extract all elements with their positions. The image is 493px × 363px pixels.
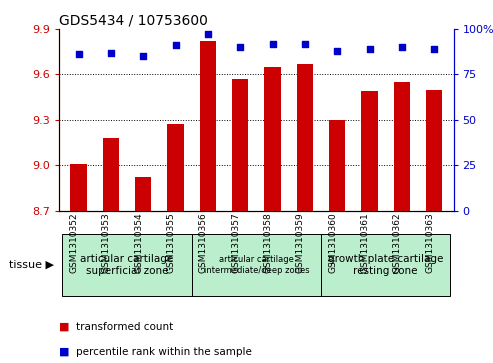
Bar xyxy=(232,79,248,211)
Text: GSM1310359: GSM1310359 xyxy=(296,212,305,273)
Bar xyxy=(264,67,281,211)
Text: percentile rank within the sample: percentile rank within the sample xyxy=(76,347,252,357)
Text: GSM1310360: GSM1310360 xyxy=(328,212,337,273)
Text: GDS5434 / 10753600: GDS5434 / 10753600 xyxy=(59,14,208,28)
Point xyxy=(269,41,277,46)
Text: GSM1310356: GSM1310356 xyxy=(199,212,208,273)
Text: ■: ■ xyxy=(59,322,70,332)
Point xyxy=(107,50,115,56)
Text: articular cartilage
superficial zone: articular cartilage superficial zone xyxy=(80,254,174,276)
Point xyxy=(366,46,374,52)
Text: GSM1310358: GSM1310358 xyxy=(264,212,273,273)
Bar xyxy=(200,41,216,211)
Bar xyxy=(361,91,378,211)
Text: GSM1310357: GSM1310357 xyxy=(231,212,240,273)
Text: GSM1310352: GSM1310352 xyxy=(70,212,78,273)
Bar xyxy=(135,177,151,211)
Point xyxy=(204,32,212,37)
Point xyxy=(301,41,309,46)
Point xyxy=(236,44,244,50)
Bar xyxy=(297,64,313,211)
Bar xyxy=(329,120,345,211)
Bar xyxy=(426,90,442,211)
Text: ■: ■ xyxy=(59,347,70,357)
Text: tissue ▶: tissue ▶ xyxy=(9,260,54,270)
Point xyxy=(430,46,438,52)
Text: GSM1310353: GSM1310353 xyxy=(102,212,111,273)
Text: GSM1310363: GSM1310363 xyxy=(425,212,434,273)
Point xyxy=(398,44,406,50)
Point xyxy=(74,52,82,57)
Bar xyxy=(103,138,119,211)
Text: GSM1310362: GSM1310362 xyxy=(393,212,402,273)
Bar xyxy=(168,124,183,211)
Bar xyxy=(70,164,87,211)
Point xyxy=(172,42,179,48)
Text: articular cartilage
intermediate/deep zones: articular cartilage intermediate/deep zo… xyxy=(204,255,309,275)
Text: growth plate cartilage
resting zone: growth plate cartilage resting zone xyxy=(328,254,443,276)
Point xyxy=(333,48,341,54)
Bar xyxy=(394,82,410,211)
Text: GSM1310361: GSM1310361 xyxy=(360,212,370,273)
Point xyxy=(139,53,147,59)
Text: transformed count: transformed count xyxy=(76,322,174,332)
Text: GSM1310355: GSM1310355 xyxy=(167,212,176,273)
Text: GSM1310354: GSM1310354 xyxy=(134,212,143,273)
